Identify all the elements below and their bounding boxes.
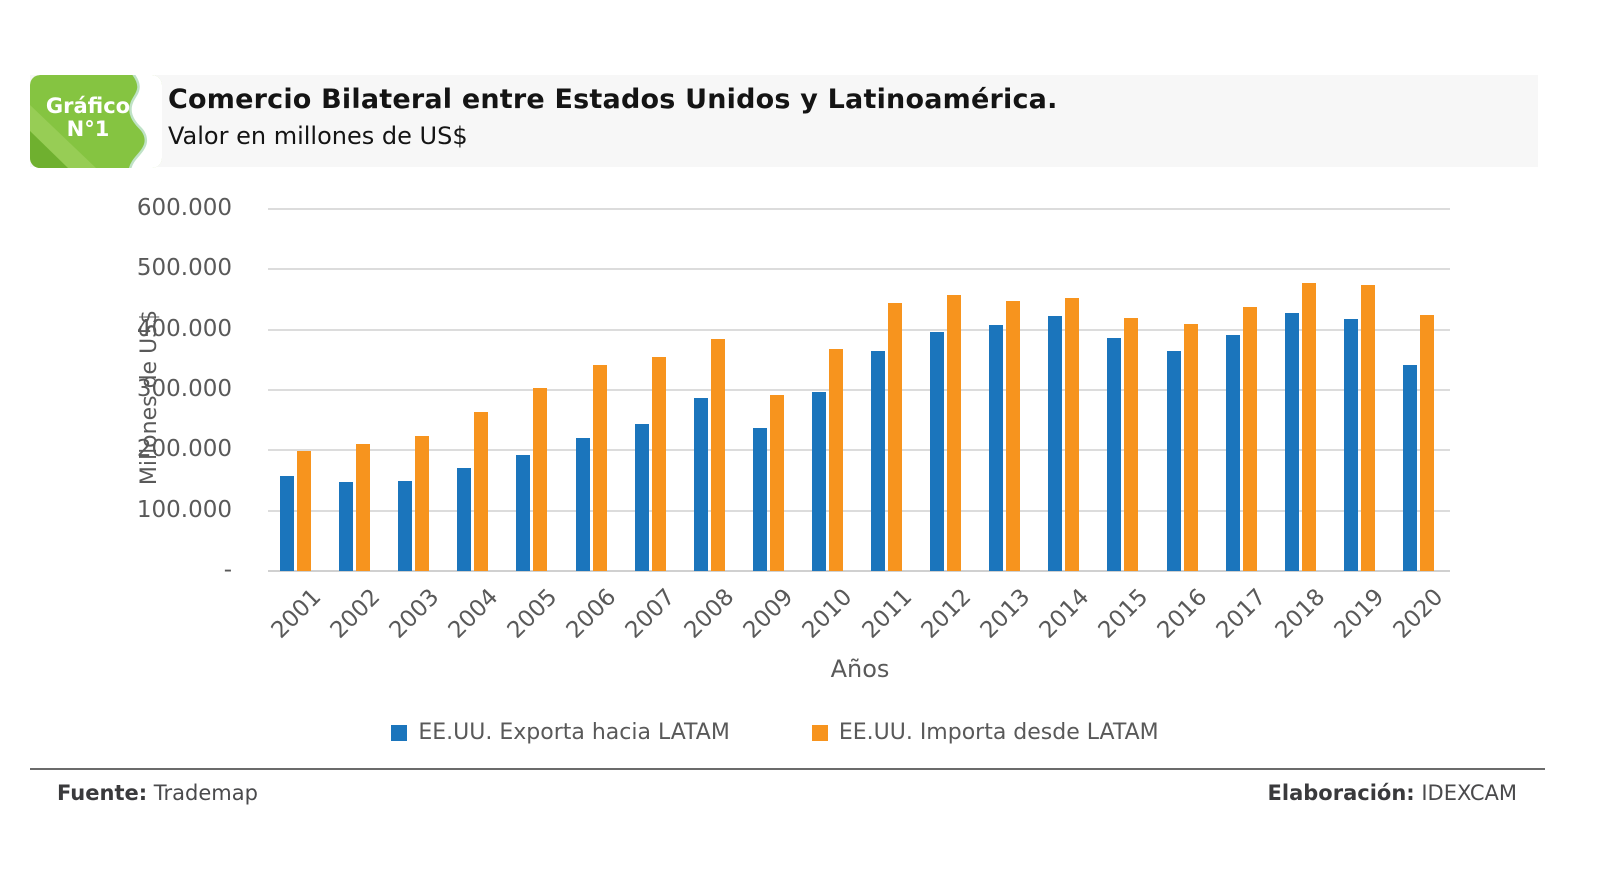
bar-importa-2015 [1124, 317, 1139, 571]
bar-importa-2013 [1006, 300, 1021, 571]
grafico-number-badge: Gráfico N°1 [30, 75, 162, 168]
footer-source-label: Fuente: [57, 781, 148, 805]
footer-elaboration-label: Elaboración: [1267, 781, 1415, 805]
chart-legend: EE.UU. Exporta hacia LATAM EE.UU. Importa… [100, 720, 1450, 745]
y-tick-label: 100.000 [136, 496, 232, 523]
bar-exporta-2013 [989, 325, 1004, 571]
y-tick-label: 600.000 [136, 195, 232, 221]
bar-exporta-2015 [1107, 338, 1122, 571]
bar-exporta-2001 [280, 475, 294, 571]
legend-swatch-icon [391, 724, 408, 741]
bar-importa-2008 [710, 338, 725, 571]
legend-item-exporta: EE.UU. Exporta hacia LATAM [391, 720, 730, 745]
bar-importa-2007 [651, 356, 666, 571]
legend-swatch-icon [811, 724, 828, 741]
footer-source: Fuente: Trademap [57, 781, 258, 805]
y-tick-label: 200.000 [136, 436, 232, 463]
bar-exporta-2008 [693, 397, 708, 571]
badge-line1: Gráfico [46, 94, 130, 118]
gridline-0 [268, 570, 1450, 572]
bar-exporta-2007 [634, 424, 649, 571]
y-tick-label: 400.000 [136, 315, 232, 342]
bar-importa-2016 [1183, 324, 1198, 571]
bar-importa-2009 [769, 394, 784, 571]
legend-item-importa: EE.UU. Importa desde LATAM [811, 720, 1159, 745]
bar-exporta-2010 [811, 391, 826, 571]
bar-exporta-2012 [930, 332, 945, 571]
y-axis-title: Millones de US$ [137, 309, 163, 486]
legend-label: EE.UU. Importa desde LATAM [838, 720, 1159, 745]
bar-importa-2012 [947, 295, 962, 571]
bar-exporta-2009 [752, 428, 767, 571]
gridline-500000 [268, 268, 1450, 271]
bar-importa-2014 [1065, 297, 1080, 571]
footer-source-value: Trademap [147, 781, 258, 805]
legend-label: EE.UU. Exporta hacia LATAM [418, 720, 730, 745]
bar-exporta-2018 [1284, 312, 1299, 571]
y-tick-label: 300.000 [136, 376, 232, 402]
gridline-300000 [268, 389, 1450, 391]
bar-exporta-2014 [1048, 316, 1063, 571]
header-strip [30, 75, 1538, 167]
badge-line2: N°1 [67, 117, 110, 141]
bar-exporta-2004 [457, 467, 472, 571]
bar-importa-2011 [888, 302, 902, 571]
title-block: Comercio Bilateral entre Estados Unidos … [168, 83, 1368, 150]
gridline-600000 [268, 208, 1450, 210]
bar-exporta-2005 [516, 455, 531, 571]
y-tick-label: 500.000 [136, 255, 232, 282]
bar-importa-2004 [474, 412, 489, 571]
bar-importa-2017 [1242, 307, 1257, 571]
x-axis-title: Años [830, 655, 890, 683]
bar-importa-2002 [356, 444, 371, 571]
y-tick-label: - [223, 557, 232, 583]
bar-exporta-2019 [1343, 319, 1358, 571]
bar-exporta-2002 [339, 481, 354, 571]
page-title: Comercio Bilateral entre Estados Unidos … [168, 84, 1058, 115]
bar-exporta-2016 [1166, 351, 1181, 571]
bar-importa-2018 [1301, 283, 1316, 571]
gridline-100000 [268, 509, 1450, 512]
footer-divider [30, 768, 1545, 770]
bar-importa-2010 [828, 348, 843, 571]
bar-exporta-2006 [575, 437, 590, 571]
gridline-200000 [268, 449, 1450, 452]
gridline-400000 [268, 328, 1450, 331]
footer-elaboration-value: IDEXCAM [1414, 781, 1517, 805]
bar-importa-2003 [415, 435, 430, 571]
bar-exporta-2017 [1225, 335, 1240, 571]
bar-chart: - 100.000 200.000 300.000 400.000 500.000 600.… [100, 195, 1450, 745]
bar-importa-2001 [297, 450, 311, 571]
bar-importa-2020 [1419, 314, 1434, 571]
bar-exporta-2003 [398, 480, 413, 571]
footer-elaboration: Elaboración: IDEXCAM [1268, 781, 1517, 805]
bar-importa-2005 [533, 387, 548, 571]
bar-exporta-2011 [871, 350, 885, 571]
page-subtitle: Valor en millones de US$ [168, 121, 468, 150]
bar-importa-2019 [1360, 285, 1375, 571]
bar-importa-2006 [592, 365, 607, 571]
bar-exporta-2020 [1402, 365, 1417, 571]
